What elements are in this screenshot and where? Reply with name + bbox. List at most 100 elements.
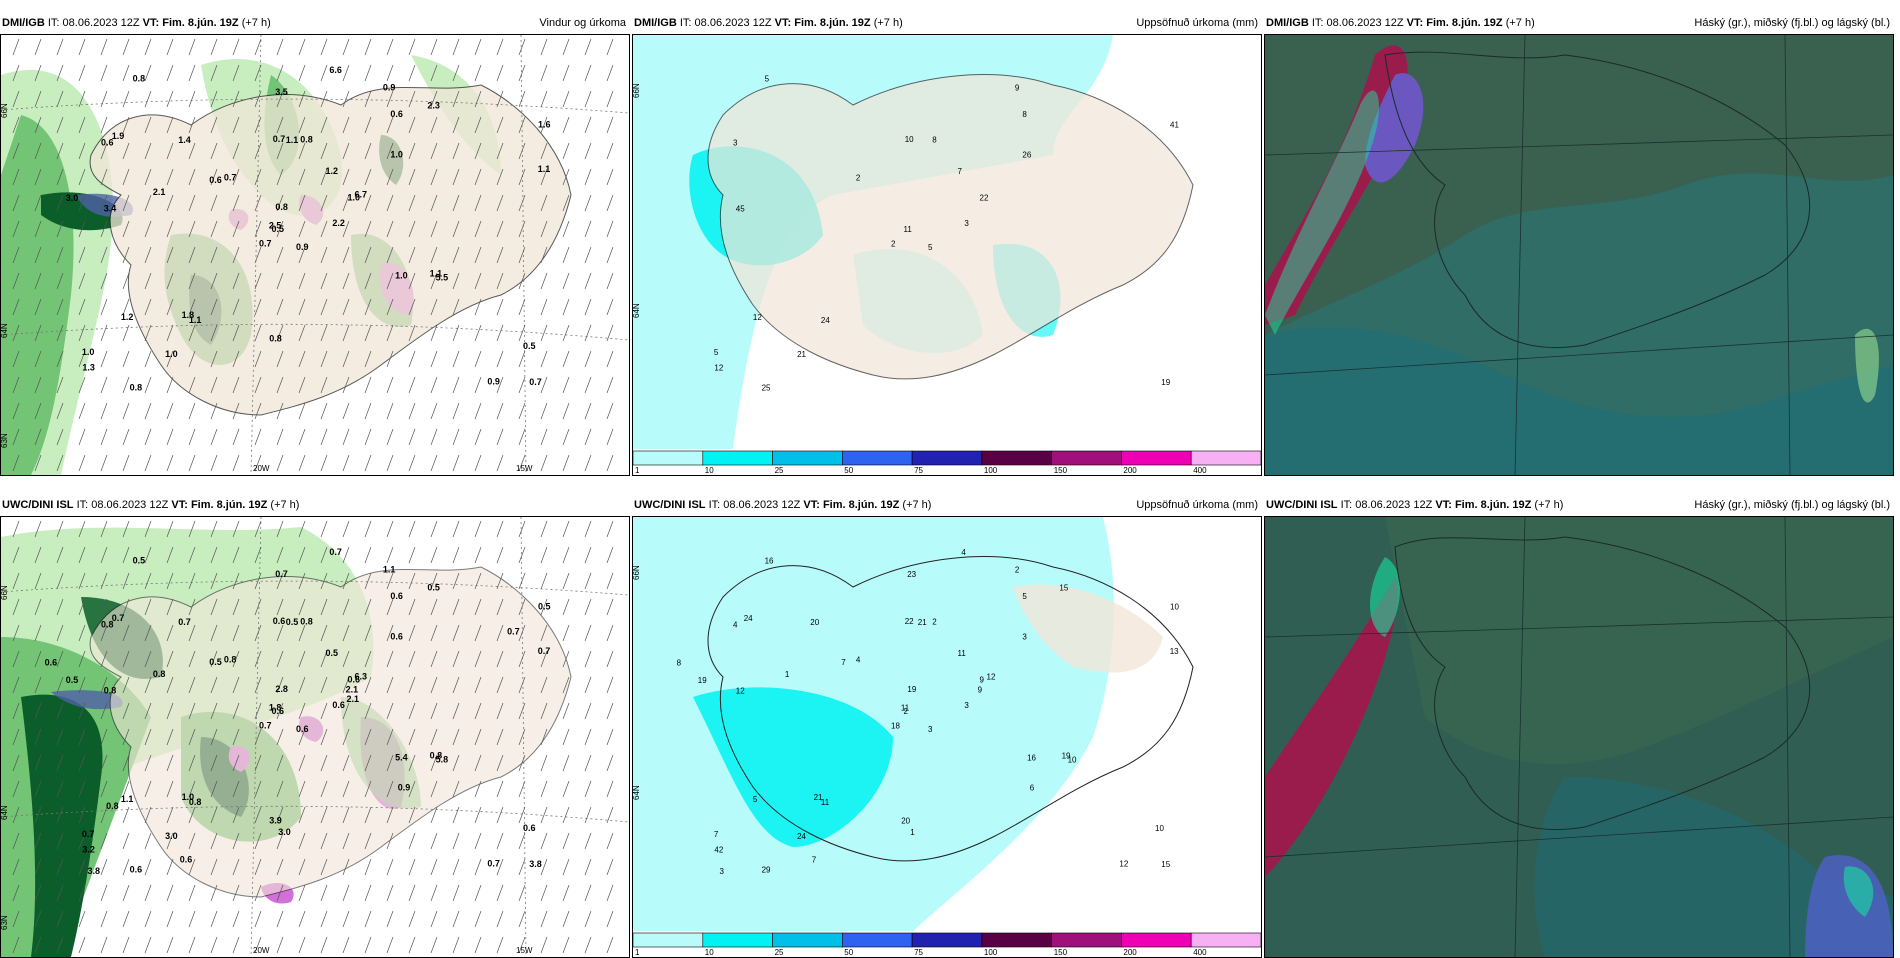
wind-barb — [496, 754, 504, 772]
wind-barb — [408, 142, 416, 160]
wind-barb — [144, 142, 152, 160]
wind-barb — [606, 298, 614, 316]
wind-barb — [496, 858, 504, 876]
legend-label: 10 — [705, 948, 714, 957]
wind-barb — [298, 64, 306, 82]
wind-barb — [254, 38, 262, 56]
map-canvas[interactable]: 5 3 11 5 22 24 9 8 8 3 5 19 45 41 2 26 25 10 7 12 2 12 21 66N … — [632, 34, 1262, 476]
model-name: UWC/DINI ISL — [634, 499, 706, 511]
wind-barb — [474, 702, 482, 720]
wind-barb — [144, 910, 152, 928]
wind-barb — [364, 806, 372, 824]
value-label: 1 — [785, 670, 790, 679]
map-canvas[interactable] — [1264, 34, 1894, 476]
product-title: Háský (gr.), miðský (fj.bl.) og lágský (… — [1694, 17, 1890, 29]
wind-barb — [452, 702, 460, 720]
it-value: 08.06.2023 12Z — [1326, 17, 1404, 29]
map-canvas[interactable]: 0.9 0.6 0.5 1.0 1.0 1.1 0.9 0.8 0.6 2.2 0.8 0.7 3.4 1… — [0, 34, 630, 476]
wind-barb — [232, 884, 240, 902]
wind-barb — [166, 858, 174, 876]
wind-barb — [34, 168, 42, 186]
wind-barb — [298, 324, 306, 342]
value-label: 0.7 — [112, 613, 125, 623]
wind-barb — [254, 598, 262, 616]
lat-label: 63N — [1, 915, 9, 930]
wind-barb — [342, 194, 350, 212]
value-label: 42 — [714, 846, 723, 855]
wind-barb — [320, 402, 328, 420]
wind-barb — [364, 910, 372, 928]
map-canvas[interactable] — [1264, 516, 1894, 958]
wind-barb — [56, 350, 64, 368]
wind-barb — [298, 910, 306, 928]
wind-barb — [606, 572, 614, 590]
wind-barb — [188, 454, 196, 472]
wind-barb — [56, 324, 64, 342]
wind-barb — [276, 428, 284, 446]
legend-label: 1 — [635, 948, 640, 957]
value-label: 1.1 — [538, 164, 551, 174]
wind-barb — [56, 598, 64, 616]
wind-barb — [12, 350, 20, 368]
wind-barb — [188, 832, 196, 850]
wind-barb — [562, 702, 570, 720]
wind-barb — [606, 650, 614, 668]
value-label: 0.8 — [101, 620, 114, 630]
wind-barb — [254, 780, 262, 798]
wind-barb — [386, 324, 394, 342]
wind-barb — [408, 728, 416, 746]
wind-barb — [430, 38, 438, 56]
value-label: 0.8 — [275, 202, 288, 212]
value-label: 0.9 — [398, 782, 411, 792]
value-label: 0.7 — [178, 617, 191, 627]
wind-barb — [56, 858, 64, 876]
wind-barb — [210, 350, 218, 368]
precip-labels: 3427911225316151210183292211544224211210… — [677, 548, 1180, 876]
wind-barb — [122, 324, 130, 342]
wind-barb — [342, 220, 350, 238]
wind-barb — [518, 272, 526, 290]
wind-barb — [474, 376, 482, 394]
wind-barb — [452, 780, 460, 798]
wind-barb — [166, 624, 174, 642]
wind-barb — [298, 376, 306, 394]
wind-barb — [56, 376, 64, 394]
wind-barb — [452, 572, 460, 590]
wind-barb — [210, 884, 218, 902]
value-label: 15 — [1161, 860, 1170, 869]
wind-barb — [452, 116, 460, 134]
wind-barb — [364, 272, 372, 290]
wind-barb — [100, 376, 108, 394]
value-label: 0.8 — [104, 686, 117, 696]
value-label: 7 — [958, 167, 963, 176]
wind-barb — [386, 702, 394, 720]
legend-swatch — [981, 450, 1052, 466]
wind-barb — [298, 624, 306, 642]
value-label: 1.0 — [395, 271, 408, 281]
wind-barb — [210, 910, 218, 928]
wind-barb — [386, 454, 394, 472]
map-canvas[interactable]: 3 4 2 7 9 11 2 2 5 3 16 15 12 10 18 3 29 22 11 5 4 42 24 21 12 10… — [632, 516, 1262, 958]
wind-barb — [12, 64, 20, 82]
wind-barb — [364, 246, 372, 264]
wind-barb — [56, 220, 64, 238]
wind-barb — [386, 650, 394, 668]
value-label: 1.0 — [182, 792, 195, 802]
wind-barb — [144, 246, 152, 264]
wind-barb — [386, 246, 394, 264]
wind-barb — [606, 376, 614, 394]
wind-barb — [408, 298, 416, 316]
wind-barb — [12, 598, 20, 616]
lead-time: (+7 h) — [270, 499, 300, 511]
wind-barb — [320, 38, 328, 56]
model-name: DMI/IGB — [634, 17, 677, 29]
wind-barb — [320, 702, 328, 720]
wind-barb — [34, 832, 42, 850]
wind-barb — [254, 806, 262, 824]
map-canvas[interactable]: 0.6 0.8 0.6 0.7 0.6 0.8 1.1 0.8 0.6 0.6 0.5 3.8 0.8 0… — [0, 516, 630, 958]
wind-barb — [364, 650, 372, 668]
wind-barb — [254, 546, 262, 564]
wind-barb — [34, 546, 42, 564]
wind-barb — [188, 572, 196, 590]
value-label: 0.6 — [272, 706, 285, 716]
